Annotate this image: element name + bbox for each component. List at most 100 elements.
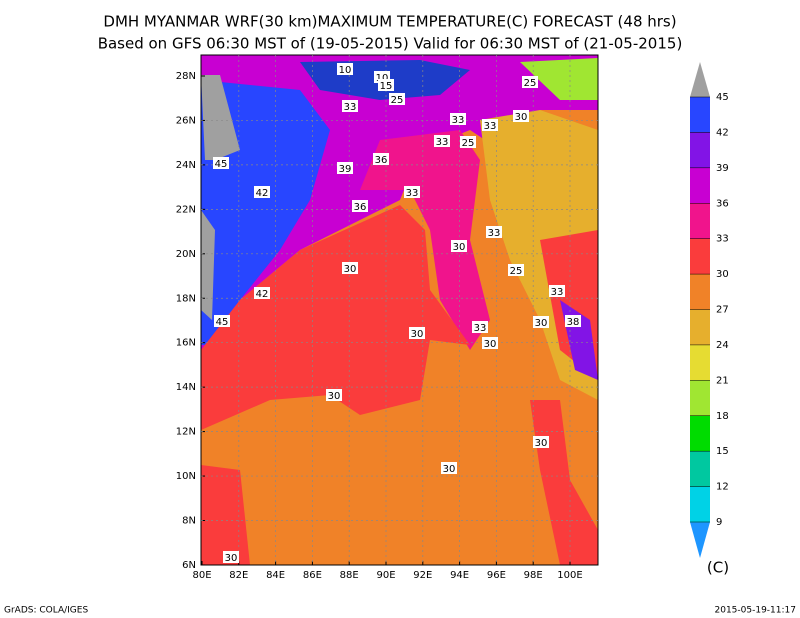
colorbar-segment — [690, 203, 710, 240]
contour-label-box — [337, 162, 353, 174]
contour-label-box — [254, 186, 270, 198]
contour-label-box — [513, 110, 529, 122]
contour-label: 30 — [344, 264, 357, 275]
colorbar-label: 33 — [716, 234, 729, 245]
contour-label-box — [486, 226, 502, 238]
lat-label: 20N — [176, 249, 196, 260]
contour-label-box — [223, 551, 239, 563]
lon-label: 82E — [229, 570, 248, 581]
lon-label: 90E — [376, 570, 395, 581]
contour-label: 36 — [354, 202, 367, 213]
contour-label-box — [378, 79, 394, 91]
colorbar-label: 21 — [716, 375, 729, 386]
contour-label-box — [549, 285, 565, 297]
footer-left: GrADS: COLA/IGES — [4, 606, 88, 616]
lat-label: 28N — [176, 71, 196, 82]
contour-label-box — [213, 157, 229, 169]
contour-label: 42 — [256, 188, 269, 199]
colorbar-bottom-arrow — [690, 522, 710, 558]
contour-label-box — [472, 321, 488, 333]
contour-label-box — [326, 389, 342, 401]
contour-label: 30 — [411, 329, 424, 340]
colorbar-segment — [690, 415, 710, 452]
contour-label-box — [254, 287, 270, 299]
lon-label: 100E — [557, 570, 582, 581]
contour-label-box — [342, 262, 358, 274]
contour-label: 33 — [474, 323, 487, 334]
contour-label: 30 — [453, 242, 466, 253]
colorbar-label: 12 — [716, 482, 729, 493]
colorbar-segment — [690, 97, 710, 133]
colorbar-unit: (C) — [707, 559, 729, 577]
contour-label-box — [342, 100, 358, 112]
footer-right: 2015-05-19-11:17 — [715, 606, 797, 616]
contour-label-box — [533, 316, 549, 328]
lat-label: 26N — [176, 115, 196, 126]
lat-label: 22N — [176, 204, 196, 215]
contour-label-box — [508, 264, 524, 276]
region-red-south — [201, 465, 250, 565]
contour-label: 33 — [484, 121, 497, 132]
colorbar-segment — [690, 380, 710, 417]
contour-label: 42 — [256, 289, 269, 300]
contour-label-box — [352, 200, 368, 212]
colorbar-segment — [690, 309, 710, 346]
contour-label: 25 — [524, 78, 537, 89]
colorbar: 45 42 39 36 33 30 27 24 21 18 15 12 9 — [690, 62, 729, 558]
contour-label: 36 — [375, 155, 388, 166]
lat-label: 8N — [182, 516, 196, 527]
contour-label: 30 — [535, 318, 548, 329]
contour-label-box — [434, 135, 450, 147]
colorbar-segment — [690, 274, 710, 310]
lat-label: 24N — [176, 160, 196, 171]
lon-label: 96E — [487, 570, 506, 581]
lat-label: 12N — [176, 427, 196, 438]
colorbar-label: 42 — [716, 127, 729, 138]
colorbar-segment — [690, 132, 710, 169]
contour-label: 30 — [328, 391, 341, 402]
region-pink — [360, 130, 490, 350]
colorbar-segment — [690, 167, 710, 204]
contour-label-box — [533, 436, 549, 448]
contour-label: 25 — [510, 266, 523, 277]
contour-label: 33 — [551, 287, 564, 298]
lon-label: 88E — [340, 570, 359, 581]
colorbar-label: 39 — [716, 163, 729, 174]
subtitle: Based on GFS 06:30 MST of (19-05-2015) V… — [98, 35, 683, 53]
contour-label: 45 — [216, 317, 229, 328]
map-frame — [200, 54, 599, 566]
contour-label-box — [404, 186, 420, 198]
region-red-bay — [201, 205, 470, 430]
contour-label: 25 — [462, 138, 475, 149]
contour-label: 38 — [567, 317, 580, 328]
contour-label: 10 — [376, 73, 389, 84]
lat-label: 16N — [176, 338, 196, 349]
lon-label: 98E — [524, 570, 543, 581]
contour-label-box — [482, 119, 498, 131]
colorbar-label: 36 — [716, 198, 729, 209]
contour-label: 15 — [380, 81, 393, 92]
contour-label-box — [441, 462, 457, 474]
contour-label: 45 — [215, 159, 228, 170]
lat-label: 6N — [182, 560, 196, 571]
colorbar-segment — [690, 238, 710, 275]
colorbar-label: 9 — [716, 517, 722, 528]
region-gray — [201, 75, 240, 320]
contour-label-box — [214, 315, 230, 327]
lon-label: 86E — [303, 570, 322, 581]
colorbar-segment — [690, 344, 710, 381]
colorbar-label: 30 — [716, 269, 729, 280]
colorbar-label: 45 — [716, 92, 729, 103]
contour-label: 10 — [339, 65, 352, 76]
contour-label-box — [373, 153, 389, 165]
colorbar-label: 15 — [716, 446, 729, 457]
contour-label: 30 — [443, 464, 456, 475]
lon-label: 84E — [266, 570, 285, 581]
contour-label: 33 — [436, 137, 449, 148]
lat-label: 18N — [176, 293, 196, 304]
contour-label-box — [522, 76, 538, 88]
